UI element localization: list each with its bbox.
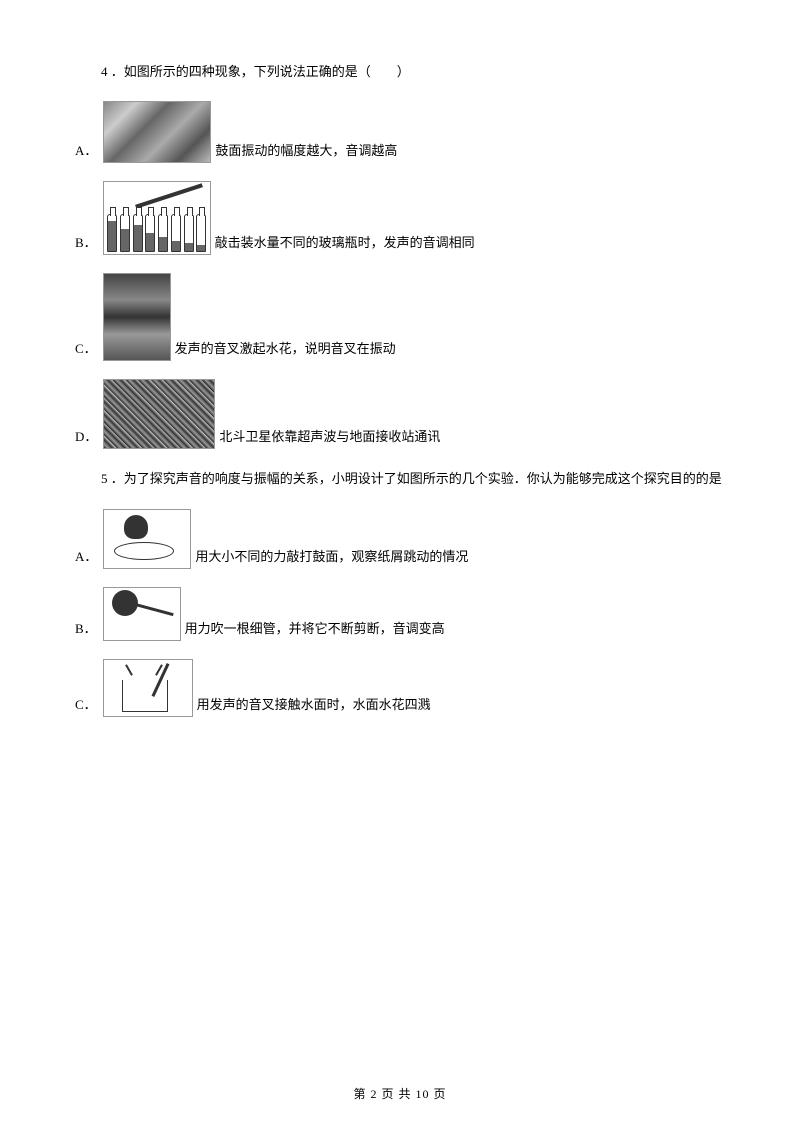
option-label-c: C． — [75, 338, 97, 361]
question-4-text: 4 ．如图所示的四种现象，下列说法正确的是（ ） — [75, 60, 725, 83]
bottle-icon — [107, 214, 117, 252]
q5-option-b: B． 用力吹一根细管，并将它不断剪断，音调变高 — [75, 587, 725, 641]
tuning-fork-image — [103, 273, 171, 361]
stick-icon — [135, 184, 203, 209]
option-c-text: 发声的音叉激起水花，说明音叉在振动 — [175, 338, 396, 361]
question-5-text: 5 ．为了探究声音的响度与振幅的关系，小明设计了如图所示的几个实验．你认为能够完… — [75, 467, 725, 490]
option-label-c: C． — [75, 694, 97, 717]
cup-icon — [122, 680, 168, 712]
option-label-b: B． — [75, 618, 97, 641]
q5-option-a: A． 用大小不同的力敲打鼓面，观察纸屑跳动的情况 — [75, 509, 725, 569]
drum-icon — [114, 542, 174, 560]
option-label-d: D． — [75, 426, 97, 449]
bottles-image — [103, 181, 211, 255]
option-label-b: B． — [75, 232, 97, 255]
tube-icon — [134, 603, 173, 616]
bottle-icon — [120, 214, 130, 252]
q4-option-a: A． 鼓面振动的幅度越大，音调越高 — [75, 101, 725, 163]
option-b-text: 敲击装水量不同的玻璃瓶时，发声的音调相同 — [215, 232, 475, 255]
q4-option-b: B． 敲击装水量不同的玻璃瓶时，发声的音调相同 — [75, 181, 725, 255]
q5-option-a-text: 用大小不同的力敲打鼓面，观察纸屑跳动的情况 — [195, 546, 468, 569]
option-d-text: 北斗卫星依靠超声波与地面接收站通讯 — [219, 426, 440, 449]
bottle-icon — [145, 214, 155, 252]
person-icon — [112, 590, 138, 616]
q5-option-c: C． 用发声的音叉接触水面时，水面水花四溅 — [75, 659, 725, 717]
drum-hit-image — [103, 509, 191, 569]
option-a-text: 鼓面振动的幅度越大，音调越高 — [215, 140, 397, 163]
option-label-a: A． — [75, 140, 97, 163]
option-label-a: A． — [75, 546, 97, 569]
satellite-image — [103, 379, 215, 449]
splash-image — [103, 659, 193, 717]
q4-option-c: C． 发声的音叉激起水花，说明音叉在振动 — [75, 273, 725, 361]
page-footer: 第 2 页 共 10 页 — [0, 1085, 800, 1102]
bottle-icon — [133, 214, 143, 252]
q4-option-d: D． 北斗卫星依靠超声波与地面接收站通讯 — [75, 379, 725, 449]
blow-tube-image — [103, 587, 181, 641]
bottle-icon — [196, 214, 206, 252]
q5-option-b-text: 用力吹一根细管，并将它不断剪断，音调变高 — [185, 618, 445, 641]
person-icon — [124, 515, 148, 539]
bottle-icon — [171, 214, 181, 252]
drums-image — [103, 101, 211, 163]
bottle-icon — [158, 214, 168, 252]
q5-option-c-text: 用发声的音叉接触水面时，水面水花四溅 — [197, 694, 431, 717]
bottle-icon — [184, 214, 194, 252]
